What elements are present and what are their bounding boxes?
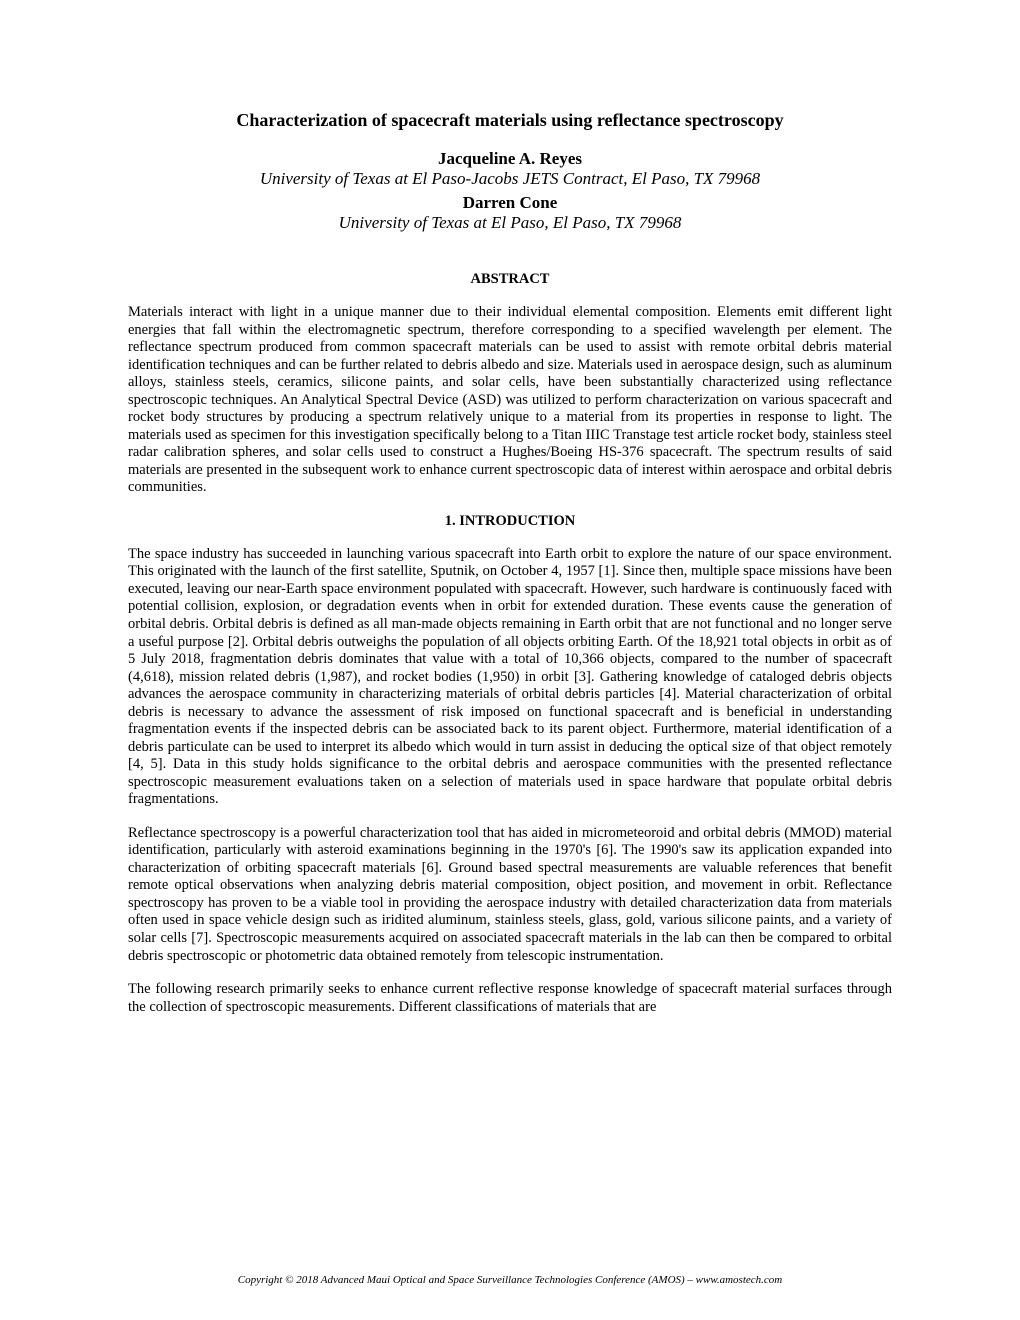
introduction-heading: 1. INTRODUCTION <box>128 513 892 530</box>
page-footer: Copyright © 2018 Advanced Maui Optical a… <box>0 1274 1020 1286</box>
intro-paragraph-3: The following research primarily seeks t… <box>128 981 892 1016</box>
author-affiliation-2: University of Texas at El Paso, El Paso,… <box>128 213 892 233</box>
author-affiliation-1: University of Texas at El Paso-Jacobs JE… <box>128 169 892 189</box>
author-section: Jacqueline A. Reyes University of Texas … <box>128 149 892 233</box>
abstract-text: Materials interact with light in a uniqu… <box>128 304 892 497</box>
author-block-2: Darren Cone University of Texas at El Pa… <box>128 193 892 233</box>
author-name-1: Jacqueline A. Reyes <box>128 149 892 169</box>
paper-title: Characterization of spacecraft materials… <box>128 110 892 131</box>
intro-paragraph-1: The space industry has succeeded in laun… <box>128 546 892 809</box>
abstract-heading: ABSTRACT <box>128 271 892 288</box>
author-name-2: Darren Cone <box>128 193 892 213</box>
author-block-1: Jacqueline A. Reyes University of Texas … <box>128 149 892 189</box>
intro-paragraph-2: Reflectance spectroscopy is a powerful c… <box>128 825 892 965</box>
